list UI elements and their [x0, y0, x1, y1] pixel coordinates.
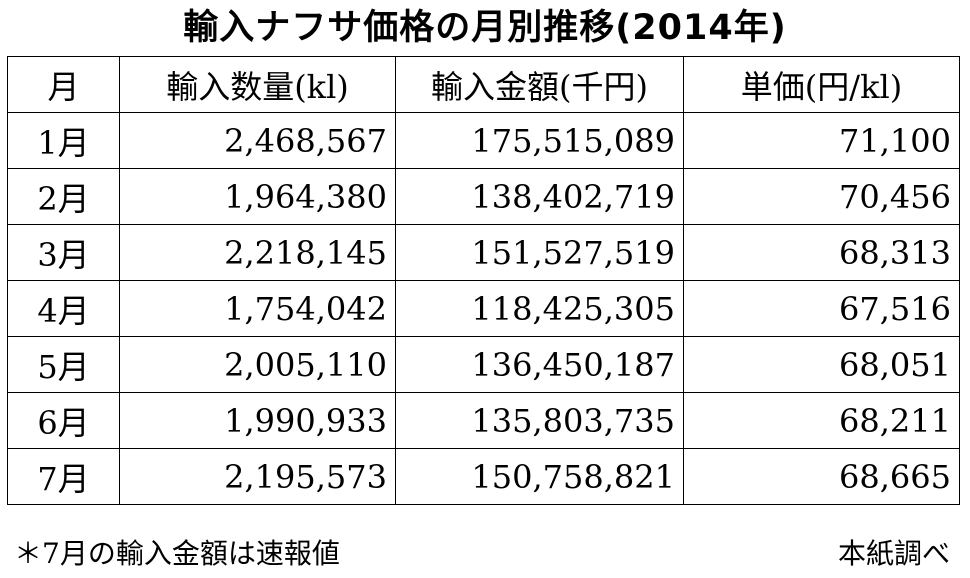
table-header-row: 月 輸入数量(kl) 輸入金額(千円) 単価(円/kl) [7, 56, 960, 113]
header-unit-price: 単価(円/kl) [683, 56, 960, 113]
cell-quantity: 1,754,042 [119, 280, 396, 337]
cell-month: 7月 [7, 448, 120, 505]
cell-unit-price: 67,516 [683, 280, 960, 337]
cell-quantity: 2,218,145 [119, 224, 396, 281]
cell-amount: 138,402,719 [395, 168, 684, 225]
source-note: 本紙調べ [837, 537, 950, 570]
table-row: 2月 1,964,380 138,402,719 70,456 [7, 168, 960, 225]
naphtha-price-table: 月 輸入数量(kl) 輸入金額(千円) 単価(円/kl) 1月 2,468,56… [7, 56, 960, 505]
table-row: 1月 2,468,567 175,515,089 71,100 [7, 112, 960, 169]
cell-quantity: 1,990,933 [119, 392, 396, 449]
cell-amount: 150,758,821 [395, 448, 684, 505]
cell-month: 6月 [7, 392, 120, 449]
cell-quantity: 1,964,380 [119, 168, 396, 225]
footnote: ＊7月の輸入金額は速報値 [14, 537, 340, 570]
cell-month: 4月 [7, 280, 120, 337]
cell-month: 2月 [7, 168, 120, 225]
cell-amount: 175,515,089 [395, 112, 684, 169]
cell-amount: 136,450,187 [395, 336, 684, 393]
cell-unit-price: 68,665 [683, 448, 960, 505]
cell-unit-price: 70,456 [683, 168, 960, 225]
table-row: 6月 1,990,933 135,803,735 68,211 [7, 392, 960, 449]
header-amount: 輸入金額(千円) [395, 56, 684, 113]
cell-unit-price: 71,100 [683, 112, 960, 169]
page-title: 輸入ナフサ価格の月別推移(2014年) [183, 8, 787, 48]
cell-amount: 135,803,735 [395, 392, 684, 449]
cell-quantity: 2,195,573 [119, 448, 396, 505]
cell-month: 1月 [7, 112, 120, 169]
cell-quantity: 2,468,567 [119, 112, 396, 169]
cell-quantity: 2,005,110 [119, 336, 396, 393]
table-row: 5月 2,005,110 136,450,187 68,051 [7, 336, 960, 393]
cell-month: 5月 [7, 336, 120, 393]
header-quantity: 輸入数量(kl) [119, 56, 396, 113]
table-row: 4月 1,754,042 118,425,305 67,516 [7, 280, 960, 337]
cell-month: 3月 [7, 224, 120, 281]
table-row: 7月 2,195,573 150,758,821 68,665 [7, 448, 960, 505]
cell-amount: 118,425,305 [395, 280, 684, 337]
cell-unit-price: 68,313 [683, 224, 960, 281]
table-row: 3月 2,218,145 151,527,519 68,313 [7, 224, 960, 281]
cell-amount: 151,527,519 [395, 224, 684, 281]
cell-unit-price: 68,051 [683, 336, 960, 393]
cell-unit-price: 68,211 [683, 392, 960, 449]
header-month: 月 [7, 56, 120, 113]
